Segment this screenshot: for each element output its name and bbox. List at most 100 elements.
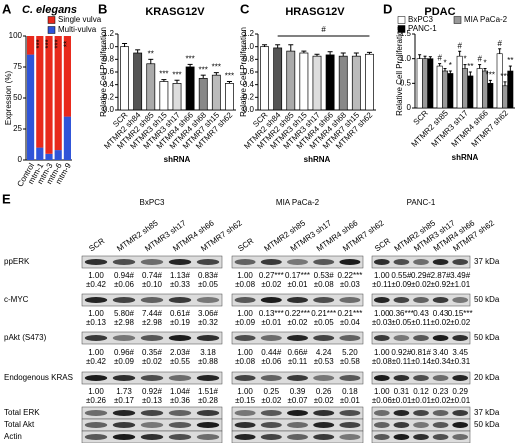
blot-band <box>432 410 449 416</box>
blot-band <box>287 410 308 416</box>
quant-mean: 0.53# <box>314 271 335 280</box>
significance: *** <box>35 39 44 48</box>
blot-band <box>393 422 410 428</box>
blot-band <box>373 422 390 428</box>
quant-mean: 0.22*** <box>285 309 310 318</box>
blot-band <box>84 422 108 428</box>
y-tick-label: 25 <box>13 124 22 133</box>
quant-sd: ±0.09 <box>391 280 412 289</box>
quant-sd: ±0.06 <box>114 280 135 289</box>
quant-sd: ±1.01 <box>450 280 471 289</box>
blot-band <box>373 259 390 265</box>
bar <box>172 83 182 111</box>
chart-title: HRASG12V <box>285 6 345 18</box>
x-axis-label: shRNA <box>452 153 479 162</box>
quant-mean: 4.24 <box>316 348 332 357</box>
quant-sd: ±0.26 <box>86 396 107 405</box>
quant-sd: ±0.08 <box>372 357 393 366</box>
y-tick-label: 1.2 <box>243 29 255 38</box>
y-tick-label: 0 <box>407 103 412 112</box>
blot-band <box>196 434 220 440</box>
kda-label: 37 kDa <box>474 408 500 417</box>
quant-sd: ±0.06 <box>372 396 393 405</box>
quant-mean: 5.80# <box>114 309 135 318</box>
panel-label: C <box>240 1 250 16</box>
bar-segment <box>63 36 71 117</box>
quant-mean: 0.35# <box>142 348 163 357</box>
quant-mean: 1.73 <box>116 387 132 396</box>
legend-label: Multi-vulva <box>58 25 97 34</box>
blot-band <box>140 434 164 440</box>
blot-band <box>339 335 361 341</box>
blot-band <box>452 335 469 341</box>
quant-sd: ±2.98 <box>114 318 135 327</box>
bar <box>120 46 129 111</box>
blot-band <box>234 335 256 341</box>
legend-label: PANC-1 <box>408 24 437 33</box>
quant-sd: ±0.09 <box>235 318 256 327</box>
y-tick-label: 50 <box>13 93 22 102</box>
y-tick-label: 0 <box>18 155 23 164</box>
significance: *** <box>199 65 208 74</box>
blot-band <box>373 297 390 303</box>
blot-band <box>313 422 335 428</box>
significance: *** <box>172 70 181 79</box>
cell-line: PANC-1 <box>407 198 436 207</box>
blot-band <box>287 375 308 381</box>
quant-mean: 0.17*** <box>285 271 310 280</box>
quant-sd: ±0.02 <box>431 318 452 327</box>
quant-mean: 7.44# <box>142 309 163 318</box>
bar <box>467 75 474 109</box>
blot-band <box>413 422 429 428</box>
y-tick-label: 0.6 <box>243 67 255 76</box>
quant-mean: 0.13*** <box>259 309 284 318</box>
significance: ** <box>467 62 473 71</box>
blot-band <box>452 434 469 440</box>
blot-band <box>260 410 282 416</box>
bar <box>436 65 443 109</box>
blot-band <box>84 410 108 416</box>
blot-band <box>413 259 429 265</box>
bar <box>507 70 514 109</box>
quant-mean: 0.43 <box>413 309 429 318</box>
y-axis-label: Expression (%) <box>4 71 13 126</box>
blot-band <box>260 422 282 428</box>
panel-label: E <box>2 191 11 206</box>
quant-mean: 1.00 <box>237 387 253 396</box>
bar <box>133 52 143 111</box>
blot-band <box>112 375 136 381</box>
quant-sd: ±0.01 <box>450 396 471 405</box>
bar <box>416 58 423 109</box>
blot-band <box>140 410 164 416</box>
quant-mean: 3.49# <box>450 271 471 280</box>
blot-band <box>287 335 308 341</box>
kda-label: 37 kDa <box>474 257 500 266</box>
legend-swatch <box>47 16 56 24</box>
y-tick-label: 1.0 <box>243 42 255 51</box>
blot-band <box>84 259 108 265</box>
quant-sd: ±0.05 <box>391 318 412 327</box>
quant-sd: ±0.02 <box>411 280 432 289</box>
y-axis-label: Relative Cell Proliferation <box>239 27 248 117</box>
quant-mean: 0.74# <box>142 271 163 280</box>
significance: *** <box>500 72 509 81</box>
significance: *** <box>212 63 221 72</box>
quant-sd: ±0.19 <box>170 318 191 327</box>
quant-sd: ±0.11 <box>411 318 431 327</box>
y-tick-label: 1.0 <box>103 42 115 51</box>
quant-mean: 1.00 <box>374 309 390 318</box>
y-tick-label: 0.0 <box>243 105 255 114</box>
blot-band <box>168 375 192 381</box>
blot-band <box>313 410 335 416</box>
quant-mean: 0.22*** <box>337 271 362 280</box>
quant-mean: 0.94# <box>114 271 135 280</box>
quant-mean: 1.00 <box>237 271 253 280</box>
blot-band <box>393 434 410 440</box>
quant-mean: 0.66# <box>287 348 308 357</box>
blot-band <box>260 297 282 303</box>
bar <box>325 54 335 111</box>
quant-mean: 0.39 <box>290 387 306 396</box>
blot-band <box>84 375 108 381</box>
bar-segment <box>27 36 35 55</box>
